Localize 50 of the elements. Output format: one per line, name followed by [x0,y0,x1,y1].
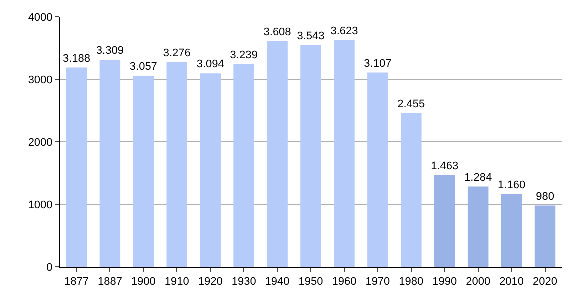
data-label: 3.623 [330,26,358,38]
bar [200,74,221,267]
x-tick-label: 1930 [232,276,256,288]
x-tick-label: 2020 [533,276,558,288]
y-tick-label: 0 [46,262,53,274]
data-label: 1.463 [431,160,459,173]
bar [133,76,154,267]
data-label: 3.188 [62,52,90,65]
x-tick-label: 2010 [500,276,524,288]
x-tick-label: 1980 [399,276,424,288]
bar [534,206,556,267]
y-tick-label: 3000 [28,74,53,86]
data-label: 3.543 [297,30,325,43]
bar [100,60,121,267]
data-label: 2.455 [398,98,426,111]
data-label: 3.276 [163,47,191,60]
y-tick-label: 4000 [28,12,53,24]
bar [66,68,88,267]
bar [468,186,489,267]
bar [234,64,254,267]
x-tick-label: 1887 [98,276,122,288]
data-label: 1.160 [498,180,526,192]
data-label: 3.107 [364,58,392,70]
y-tick-label: 2000 [28,136,53,149]
bar [368,72,388,267]
bar [501,194,522,267]
bar [334,40,355,267]
data-label: 3.094 [196,58,224,71]
x-tick-label: 1990 [432,276,458,288]
x-tick-label: 1950 [298,276,324,288]
data-label: 3.608 [264,26,292,38]
bar [401,114,422,267]
y-tick-label: 1000 [28,199,53,212]
data-label: 1.284 [464,172,492,184]
bar [434,176,456,267]
x-tick-label: 2000 [466,276,491,288]
data-label: 3.057 [130,60,158,73]
x-tick-label: 1920 [198,276,223,288]
x-tick-label: 1940 [265,276,290,288]
bar [267,42,288,267]
data-label: 3.239 [230,50,258,62]
x-tick-label: 1900 [131,276,156,288]
x-tick-label: 1910 [164,276,190,288]
bar [300,46,322,267]
x-tick-label: 1877 [64,276,89,288]
data-label: 980 [536,190,554,203]
bar [166,62,188,267]
data-label: 3.309 [96,45,124,58]
x-tick-label: 1960 [332,276,357,288]
x-tick-label: 1970 [366,276,390,288]
